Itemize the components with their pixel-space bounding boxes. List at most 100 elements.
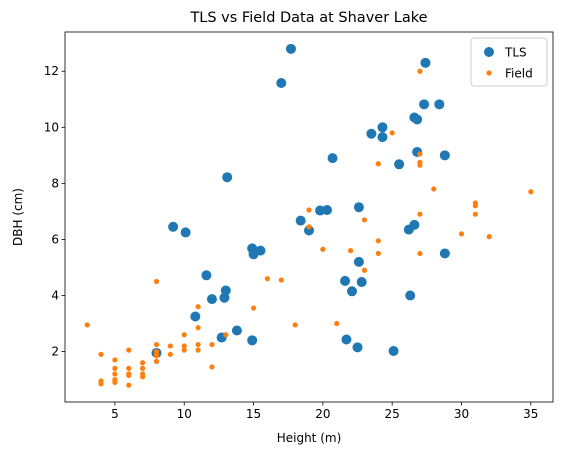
x-tick-label: 15 (246, 407, 261, 421)
data-point-tls (394, 159, 405, 170)
data-point-field (126, 382, 132, 388)
data-point-tls (420, 57, 431, 68)
y-tick-label: 4 (51, 288, 59, 302)
data-point-tls (247, 335, 258, 346)
data-point-field (195, 325, 201, 331)
data-point-tls (341, 334, 352, 345)
data-point-field (126, 347, 132, 353)
x-tick-label: 20 (315, 407, 330, 421)
data-point-field (153, 341, 160, 348)
data-point-tls (327, 153, 338, 164)
data-point-tls (353, 202, 364, 213)
data-point-field (209, 341, 215, 348)
plot-area (64, 31, 554, 403)
data-point-tls (304, 225, 314, 236)
data-point-tls (322, 204, 333, 215)
y-tick-label: 8 (51, 176, 59, 190)
data-point-field (140, 360, 146, 366)
data-point-tls (220, 285, 231, 296)
data-point-field (126, 365, 132, 371)
data-point-tls (412, 114, 423, 125)
x-tick-label: 30 (454, 407, 469, 421)
data-point-field (292, 322, 298, 328)
data-point-field (431, 186, 437, 192)
data-point-field (250, 305, 257, 311)
x-tick-label: 35 (523, 407, 538, 421)
data-point-field (306, 224, 312, 230)
data-point-field (195, 341, 201, 348)
data-point-field (320, 246, 326, 252)
data-point-tls (255, 245, 266, 256)
y-tick-label: 12 (44, 64, 59, 78)
data-point-field (195, 347, 201, 353)
y-tick-label: 6 (51, 232, 59, 246)
x-tick-label: 10 (177, 407, 192, 421)
data-point-field (375, 250, 381, 257)
data-point-field (472, 211, 478, 217)
data-point-field (264, 276, 271, 282)
data-point-field (417, 162, 423, 168)
data-point-field (153, 358, 160, 364)
x-axis: 5 10 15 20 25 30 35 (111, 402, 538, 421)
y-tick-label: 2 (51, 345, 59, 359)
data-point-tls (405, 290, 416, 301)
data-point-field (181, 343, 187, 349)
data-point-tls (231, 325, 242, 336)
data-point-tls (201, 270, 212, 281)
data-point-tls (295, 215, 306, 226)
data-point-tls (180, 227, 191, 238)
data-point-field (361, 267, 368, 273)
data-point-field (306, 207, 312, 213)
data-point-tls (377, 132, 388, 143)
data-point-field (486, 234, 492, 240)
data-point-field (417, 250, 423, 257)
data-point-tls (366, 128, 377, 139)
series-field (84, 68, 534, 388)
data-point-field (334, 320, 340, 327)
data-point-tls (439, 248, 450, 259)
plot-frame (64, 31, 554, 403)
y-tick-label: 10 (44, 120, 59, 134)
series-layer (84, 43, 534, 388)
data-point-field (223, 332, 229, 338)
data-point-field (417, 211, 423, 217)
data-point-field (375, 161, 381, 167)
data-point-tls (346, 286, 357, 297)
data-point-tls (190, 311, 201, 322)
data-point-field (389, 130, 395, 136)
data-point-field (458, 231, 465, 237)
data-point-tls (434, 99, 445, 110)
x-tick-label: 5 (111, 407, 119, 421)
chart-title: TLS vs Field Data at Shaver Lake (189, 10, 427, 26)
data-point-tls (409, 219, 420, 230)
data-point-tls (439, 150, 450, 161)
series-tls (151, 43, 450, 358)
data-point-field (153, 278, 160, 285)
y-axis-label: DBH (cm) (11, 188, 25, 246)
data-point-field (84, 322, 90, 328)
data-point-field (153, 353, 160, 359)
data-point-field (209, 364, 215, 370)
data-point-tls (388, 345, 399, 356)
data-point-field (167, 343, 173, 349)
data-point-tls (206, 294, 217, 305)
data-point-field (181, 332, 187, 338)
y-axis: 2 4 6 8 10 12 (44, 64, 65, 359)
data-point-tls (356, 277, 367, 288)
data-point-tls (276, 78, 287, 89)
data-point-field (528, 189, 534, 195)
data-point-field (112, 371, 118, 377)
data-point-field (417, 151, 423, 157)
data-point-tls (419, 99, 430, 110)
data-point-tls (168, 221, 179, 232)
data-point-field (126, 372, 132, 378)
data-point-field (98, 381, 104, 387)
legend-label-field: Field (505, 67, 533, 81)
data-point-field (98, 351, 104, 357)
data-point-field (181, 347, 187, 353)
x-tick-label: 25 (385, 407, 400, 421)
data-point-field (140, 374, 146, 380)
data-point-field (195, 304, 201, 310)
data-point-field (347, 248, 354, 254)
